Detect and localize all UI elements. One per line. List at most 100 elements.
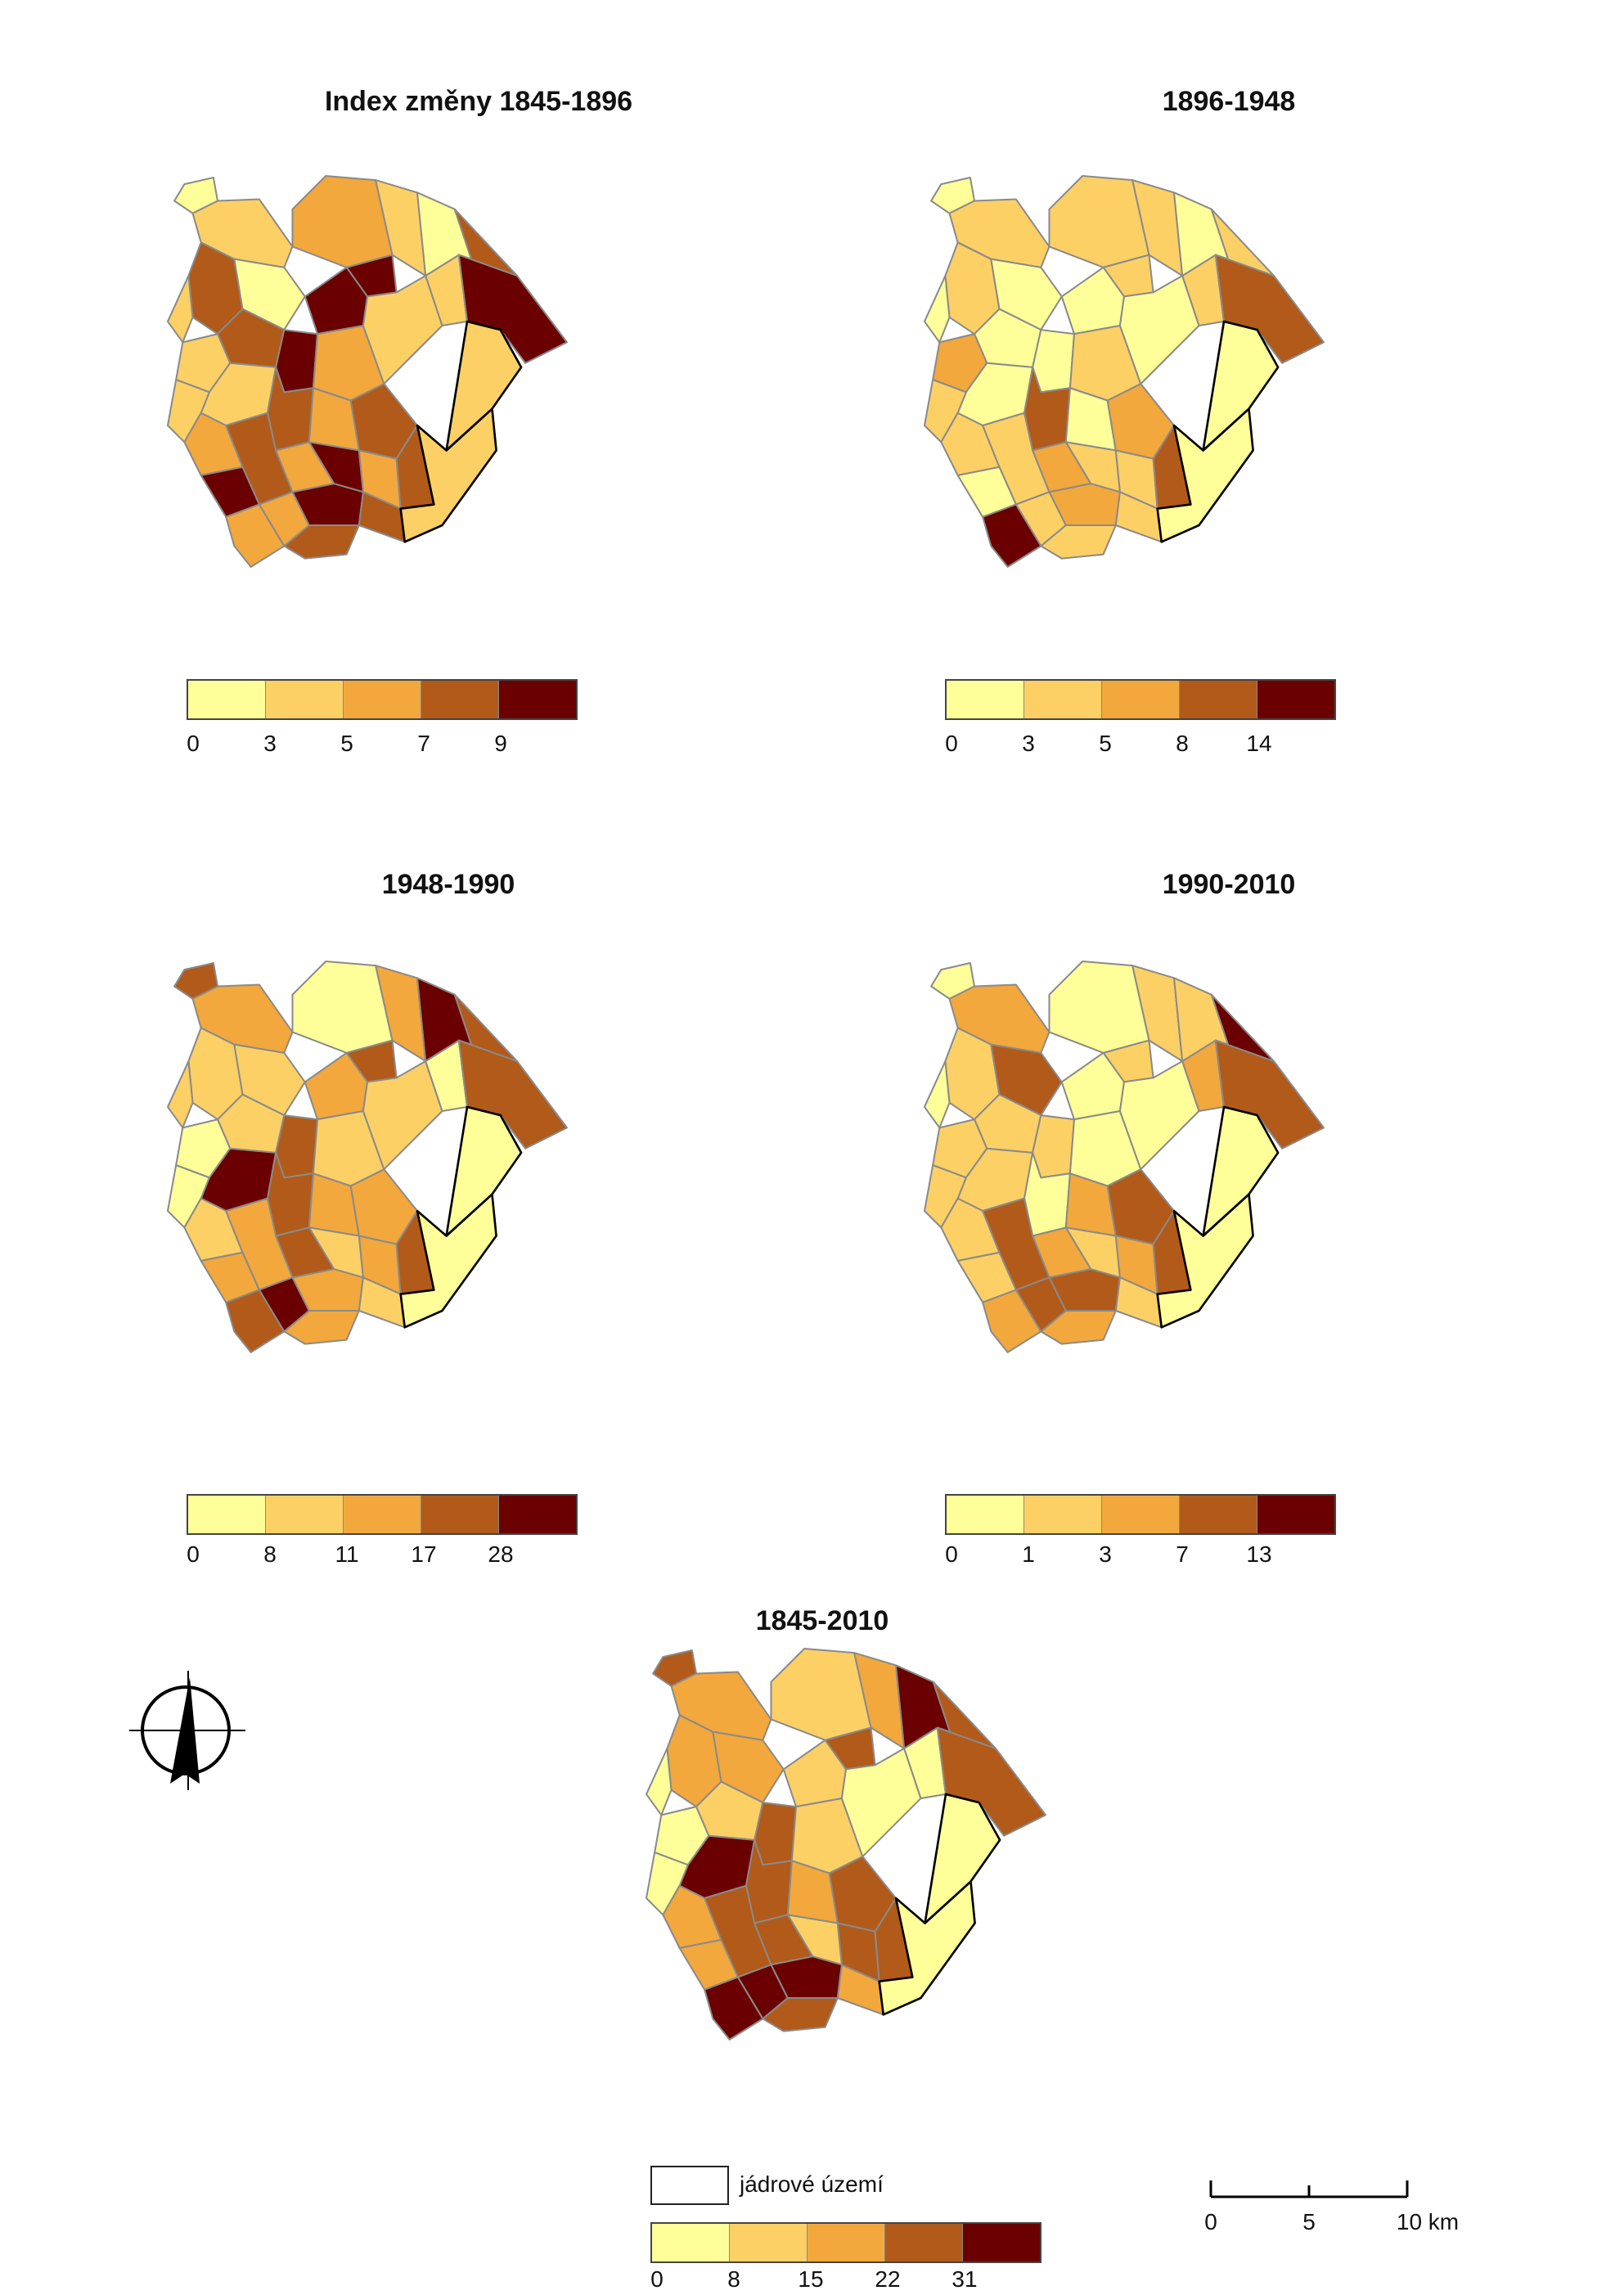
legend-swatch [808, 2224, 885, 2261]
legend-1845-2010 [650, 2222, 1041, 2263]
legend-tick-label: 3 [1022, 731, 1035, 756]
choropleth-map-1845-1896 [166, 174, 569, 568]
legend-swatch [421, 1496, 499, 1533]
core-area-boundary [1156, 407, 1254, 543]
municipality-region [283, 1309, 360, 1345]
core-area-boundary [878, 1880, 976, 2016]
municipality-region [645, 1747, 673, 1816]
legend-tick-label: 5 [1099, 731, 1112, 756]
legend-tick-label: 22 [875, 2266, 901, 2292]
legend-swatch [947, 1496, 1024, 1533]
legend-tick-label: 8 [263, 1541, 277, 1567]
legend-tick-label: 7 [1176, 1541, 1189, 1567]
legend-swatch [1257, 1496, 1334, 1533]
municipality-region [1032, 1114, 1076, 1179]
legend-swatch [730, 2224, 808, 2261]
municipality-region [166, 274, 194, 344]
legend-tick-label: 14 [1246, 731, 1272, 756]
legend-tick-label: 5 [340, 731, 353, 756]
legend-tick-label: 9 [494, 731, 507, 756]
legend-1990-2010 [945, 1494, 1336, 1535]
legend-tick-label: 0 [187, 731, 200, 756]
legend-swatch [1102, 681, 1180, 718]
legend-swatch [499, 1496, 576, 1533]
municipality-region [225, 1289, 286, 1353]
legend-swatch [344, 1496, 421, 1533]
legend-swatch [1257, 681, 1334, 718]
legend-tick-label: 1 [1022, 1541, 1035, 1567]
legend-swatch [499, 681, 576, 718]
scale-tick-5: 5 [1302, 2209, 1316, 2234]
municipality-region [1040, 524, 1117, 560]
municipality-region [1040, 1309, 1117, 1345]
legend-tick-label: 0 [945, 731, 958, 756]
municipality-region [982, 503, 1042, 568]
legend-swatch [344, 681, 421, 718]
legend-tick-label: 28 [488, 1541, 514, 1567]
choropleth-map-1845-2010 [645, 1647, 1047, 2041]
legend-swatch [963, 2224, 1040, 2261]
legend-swatch [421, 681, 499, 718]
municipality-region [283, 524, 360, 560]
legend-tick-label: 7 [417, 731, 430, 756]
municipality-region [923, 1060, 951, 1129]
municipality-region [982, 1289, 1042, 1353]
legend-tick-label: 8 [1176, 731, 1189, 756]
legend-1948-1990 [187, 1494, 578, 1535]
core-area-boundary [1156, 1193, 1254, 1329]
legend-1845-1896 [187, 679, 578, 720]
legend-swatch [188, 681, 266, 718]
legend-tick-label: 31 [951, 2266, 978, 2292]
legend-tick-label: 3 [1099, 1541, 1112, 1567]
legend-swatch [1024, 1496, 1102, 1533]
map-title-1896-1948: 1896-1948 [1162, 86, 1296, 117]
core-area-legend-label: jádrové území [740, 2171, 884, 2197]
legend-tick-label: 15 [798, 2266, 824, 2292]
municipality-region [1032, 329, 1076, 394]
scale-tick-0: 0 [1204, 2209, 1217, 2234]
municipality-region [275, 329, 319, 394]
municipality-region [754, 1802, 798, 1866]
core-area-boundary [399, 407, 497, 543]
municipality-region [233, 258, 306, 331]
choropleth-map-1948-1990 [166, 960, 569, 1353]
legend-tick-label: 0 [187, 1541, 200, 1567]
scale-tick-10: 10 km [1396, 2209, 1460, 2234]
legend-tick-label: 13 [1246, 1541, 1272, 1567]
core-area-boundary [399, 1193, 497, 1329]
legend-tick-label: 17 [411, 1541, 437, 1567]
municipality-region [166, 1060, 194, 1129]
legend-tick-label: 3 [263, 731, 277, 756]
municipality-region [762, 1996, 839, 2032]
north-arrow-icon [129, 1671, 245, 1790]
map-title-1990-2010: 1990-2010 [1162, 869, 1296, 900]
legend-swatch [885, 2224, 963, 2261]
municipality-region [275, 1114, 319, 1179]
municipality-region [233, 1043, 306, 1117]
legend-swatch [1024, 681, 1102, 718]
legend-swatch [266, 1496, 344, 1533]
legend-tick-label: 0 [945, 1541, 958, 1567]
map-title-1845-2010: 1845-2010 [755, 1605, 889, 1636]
legend-swatch [1180, 681, 1257, 718]
legend-tick-label: 11 [335, 1541, 359, 1567]
core-area-legend-swatch [650, 2166, 729, 2205]
choropleth-map-1990-2010 [923, 960, 1325, 1353]
legend-tick-label: 0 [650, 2266, 664, 2292]
legend-1896-1948 [945, 679, 1336, 720]
municipality-region [225, 503, 286, 568]
map-title-1948-1990: 1948-1990 [381, 869, 515, 900]
legend-swatch [1180, 1496, 1257, 1533]
municipality-region [923, 274, 951, 344]
municipality-region [990, 258, 1063, 331]
map-title-1845-1896: Index změny 1845-1896 [324, 86, 633, 117]
municipality-region [704, 1976, 764, 2041]
legend-swatch [188, 1496, 266, 1533]
legend-swatch [947, 681, 1024, 718]
scale-bar [1209, 2180, 1409, 2198]
municipality-region [990, 1043, 1063, 1117]
legend-swatch [266, 681, 344, 718]
legend-tick-label: 8 [727, 2266, 740, 2292]
legend-swatch [652, 2224, 730, 2261]
legend-swatch [1102, 1496, 1180, 1533]
